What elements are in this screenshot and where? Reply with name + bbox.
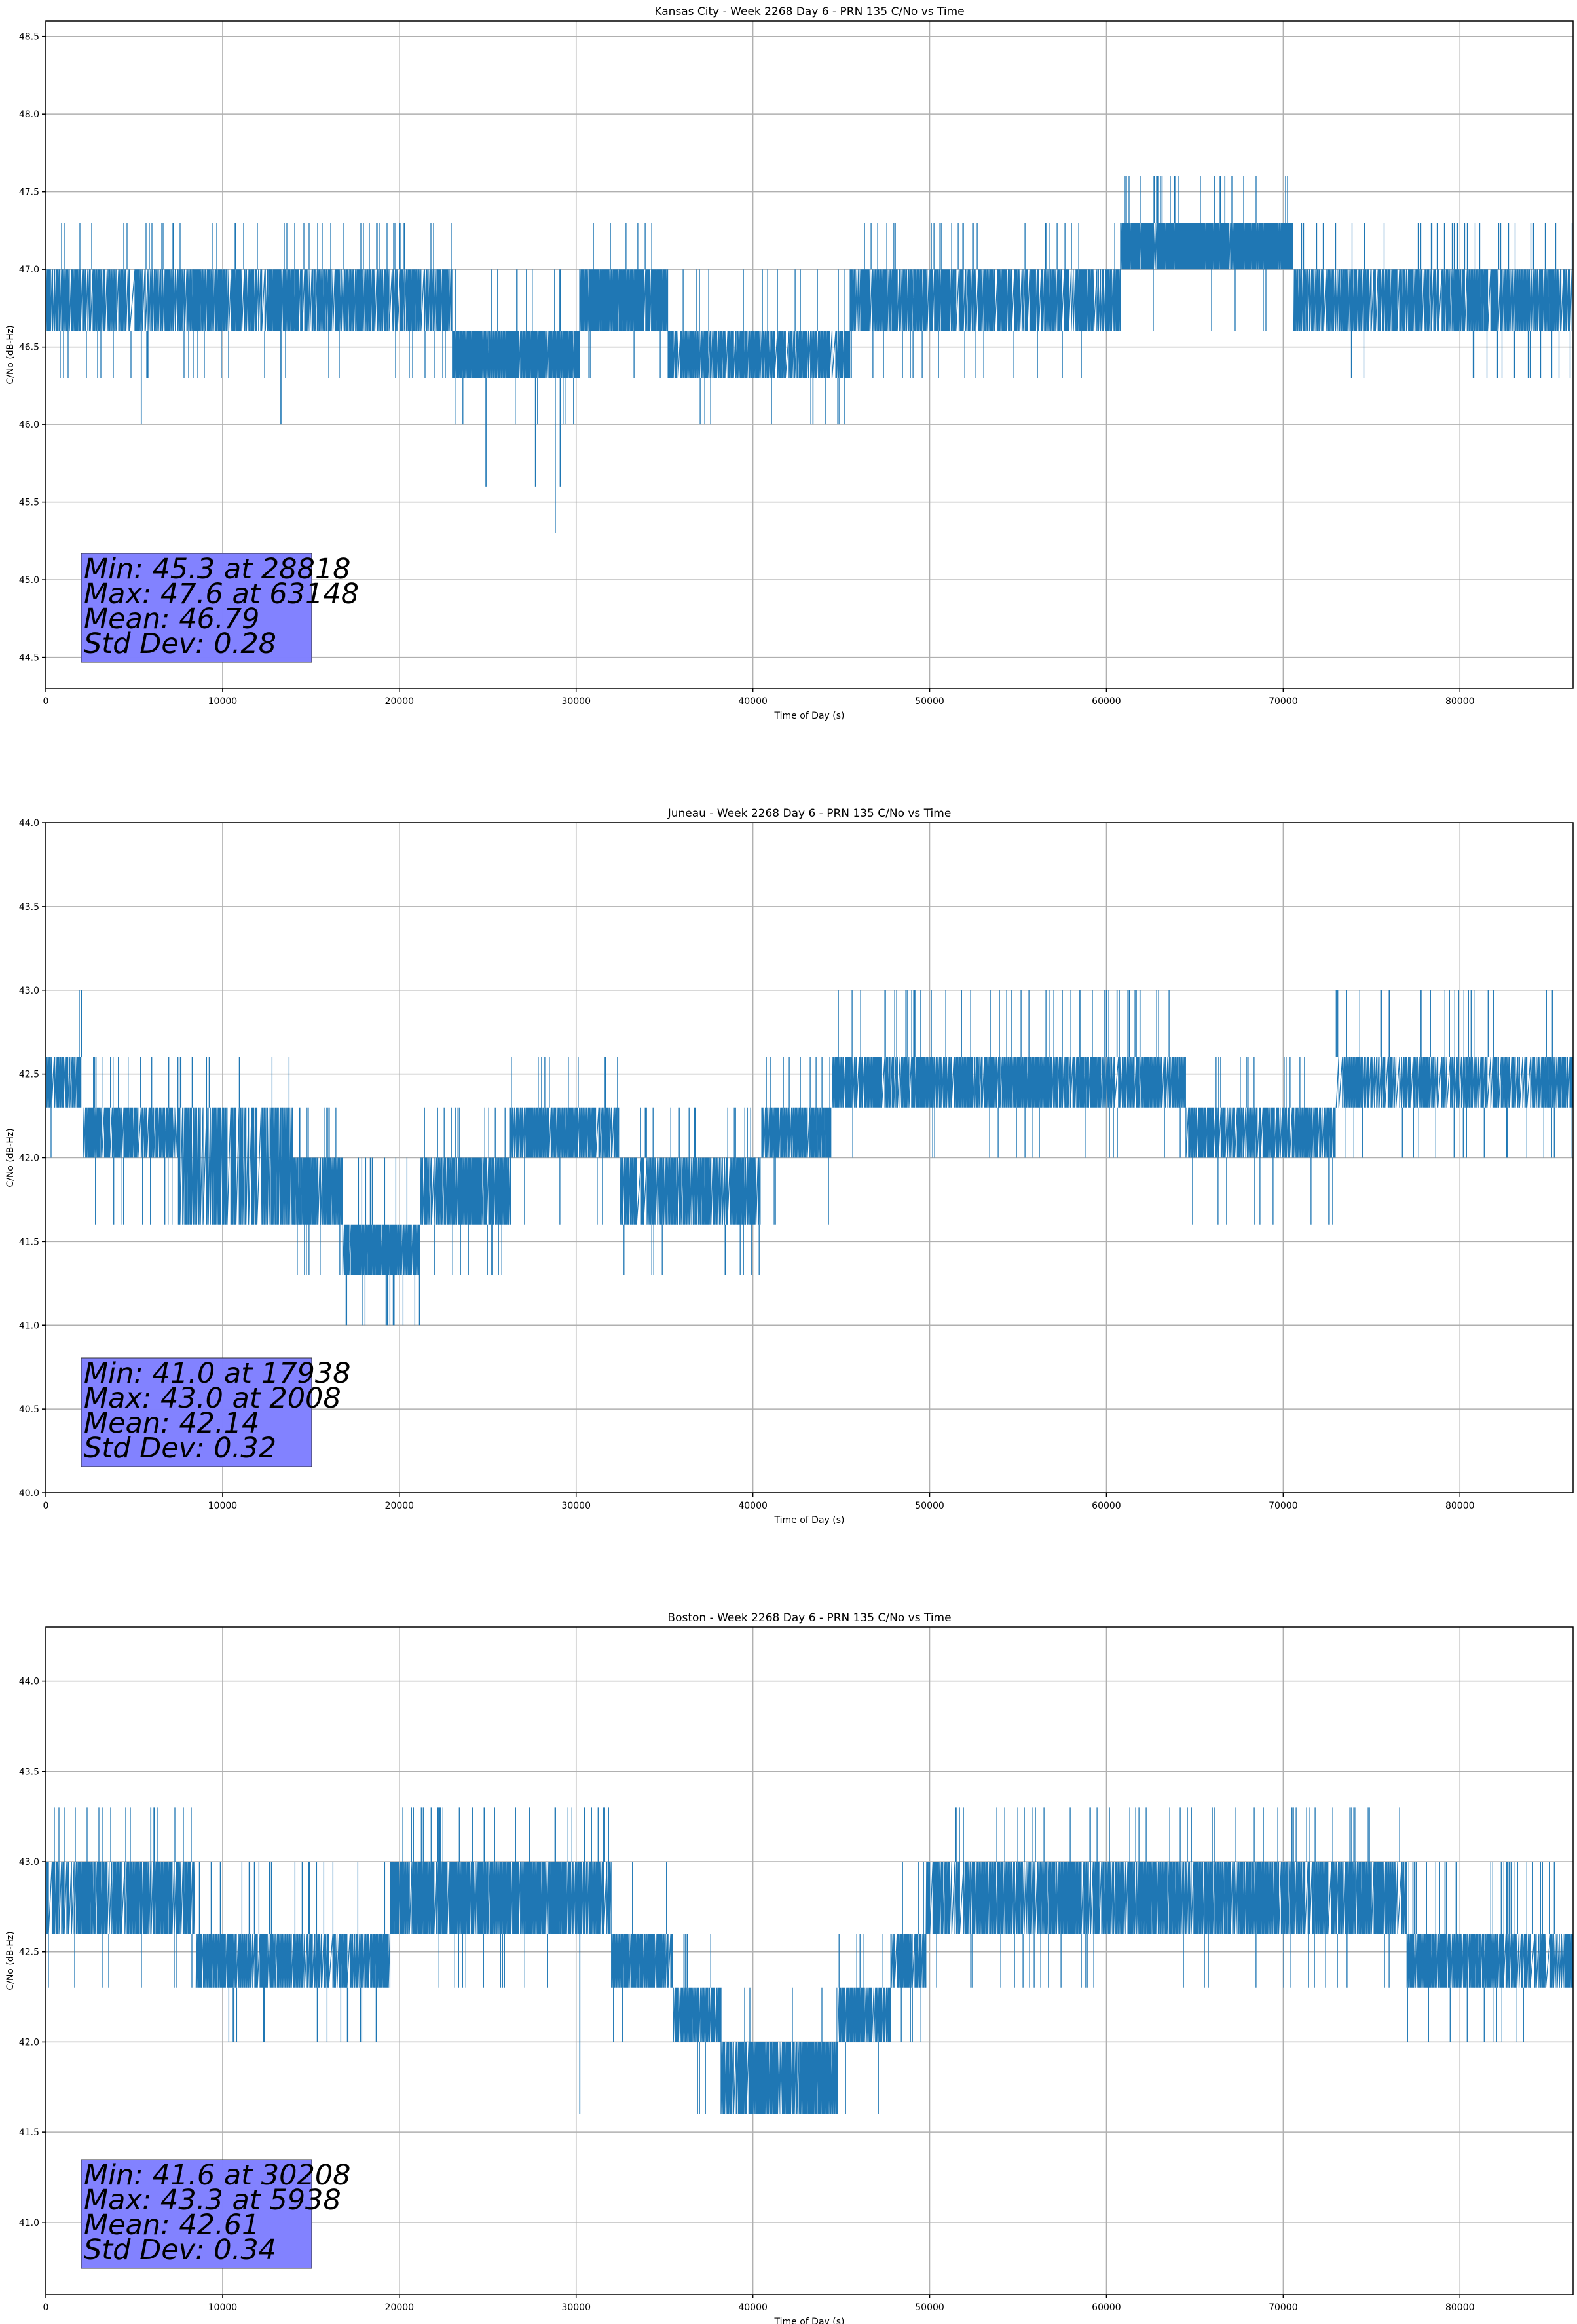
- x-tick-label: 70000: [1269, 696, 1298, 707]
- chart-kansas-city: Kansas City - Week 2268 Day 6 - PRN 135 …: [5, 5, 1574, 721]
- plot-frame: [45, 1626, 1574, 2295]
- stats-line: Min: 41.0 at 17938: [84, 1357, 351, 1390]
- stats-line: Mean: 42.61: [84, 2209, 259, 2241]
- x-axis-label: Time of Day (s): [774, 1515, 845, 1526]
- y-tick-label: 41.0: [19, 1321, 39, 1331]
- x-tick-label: 60000: [1092, 1501, 1121, 1511]
- stats-line: Min: 45.3 at 28818: [84, 553, 351, 586]
- x-tick-label: 0: [43, 696, 49, 707]
- x-tick-label: 60000: [1092, 696, 1121, 707]
- stats-line: Max: 43.3 at 5938: [84, 2184, 341, 2217]
- y-tick-label: 47.0: [19, 265, 39, 275]
- chart-juneau: Juneau - Week 2268 Day 6 - PRN 135 C/No …: [5, 807, 1574, 1526]
- plot-frame: [45, 20, 1574, 689]
- x-tick-label: 50000: [915, 1501, 944, 1511]
- x-tick-label: 80000: [1445, 696, 1475, 707]
- stats-line: Std Dev: 0.32: [84, 1432, 276, 1465]
- y-tick-label: 45.0: [19, 575, 39, 586]
- x-tick-label: 10000: [208, 696, 238, 707]
- y-tick-label: 42.5: [19, 1070, 39, 1080]
- x-tick-label: 0: [43, 1501, 49, 1511]
- series-line: [46, 176, 1573, 425]
- y-tick-label: 44.0: [19, 1677, 39, 1687]
- x-tick-label: 10000: [208, 1501, 238, 1511]
- y-tick-label: 44.5: [19, 653, 39, 664]
- y-tick-label: 43.5: [19, 902, 39, 912]
- x-tick-label: 40000: [738, 2302, 768, 2313]
- x-tick-label: 80000: [1445, 2302, 1475, 2313]
- stats-line: Min: 41.6 at 30208: [84, 2159, 351, 2192]
- stats-line: Max: 43.0 at 2008: [84, 1382, 341, 1415]
- y-tick-label: 41.5: [19, 1237, 39, 1247]
- y-tick-label: 48.5: [19, 32, 39, 43]
- stats-box: [81, 2159, 312, 2269]
- chart-title: Juneau - Week 2268 Day 6 - PRN 135 C/No …: [667, 807, 952, 820]
- x-tick-label: 70000: [1269, 2302, 1298, 2313]
- stats-line: Mean: 46.79: [84, 603, 259, 635]
- stats-line: Mean: 42.14: [84, 1407, 259, 1440]
- series-line: [46, 990, 1573, 1326]
- x-tick-label: 70000: [1269, 1501, 1298, 1511]
- x-tick-label: 20000: [385, 696, 415, 707]
- x-tick-label: 80000: [1445, 1501, 1475, 1511]
- x-tick-label: 50000: [915, 2302, 944, 2313]
- y-tick-label: 40.5: [19, 1404, 39, 1415]
- y-tick-label: 42.0: [19, 2037, 39, 2048]
- plot-frame: [45, 822, 1574, 1493]
- series-line: [46, 1807, 1573, 2114]
- stats-box: [81, 1357, 312, 1467]
- x-tick-label: 0: [43, 2302, 49, 2313]
- y-tick-label: 46.5: [19, 343, 39, 353]
- x-tick-label: 30000: [561, 1501, 591, 1511]
- x-axis-label: Time of Day (s): [774, 711, 845, 721]
- chart-boston: Boston - Week 2268 Day 6 - PRN 135 C/No …: [5, 1611, 1574, 2324]
- y-tick-label: 45.5: [19, 498, 39, 508]
- y-tick-label: 42.0: [19, 1153, 39, 1164]
- y-tick-label: 47.5: [19, 187, 39, 198]
- x-tick-label: 10000: [208, 2302, 238, 2313]
- x-tick-label: 60000: [1092, 2302, 1121, 2313]
- x-tick-label: 20000: [385, 2302, 415, 2313]
- y-tick-label: 43.0: [19, 986, 39, 996]
- y-tick-label: 42.5: [19, 1947, 39, 1958]
- stats-line: Max: 47.6 at 63148: [84, 578, 359, 610]
- y-axis-label: C/No (dB-Hz): [5, 1931, 16, 1990]
- stats-box: [81, 553, 312, 663]
- chart-title: Kansas City - Week 2268 Day 6 - PRN 135 …: [654, 5, 964, 18]
- x-tick-label: 40000: [738, 1501, 768, 1511]
- y-tick-label: 44.0: [19, 818, 39, 829]
- x-tick-label: 30000: [561, 696, 591, 707]
- stats-line: Std Dev: 0.34: [84, 2234, 276, 2266]
- x-tick-label: 20000: [385, 1501, 415, 1511]
- y-tick-label: 41.5: [19, 2127, 39, 2138]
- y-tick-label: 46.0: [19, 420, 39, 430]
- y-tick-label: 41.0: [19, 2218, 39, 2228]
- y-axis-label: C/No (dB-Hz): [5, 325, 16, 384]
- stats-line: Std Dev: 0.28: [84, 628, 276, 660]
- y-tick-label: 43.5: [19, 1767, 39, 1777]
- y-tick-label: 48.0: [19, 109, 39, 120]
- x-tick-label: 40000: [738, 696, 768, 707]
- y-tick-label: 40.0: [19, 1488, 39, 1499]
- chart-title: Boston - Week 2268 Day 6 - PRN 135 C/No …: [667, 1611, 951, 1624]
- x-tick-label: 30000: [561, 2302, 591, 2313]
- y-axis-label: C/No (dB-Hz): [5, 1128, 16, 1187]
- x-axis-label: Time of Day (s): [774, 2317, 845, 2324]
- x-tick-label: 50000: [915, 696, 944, 707]
- y-tick-label: 43.0: [19, 1857, 39, 1867]
